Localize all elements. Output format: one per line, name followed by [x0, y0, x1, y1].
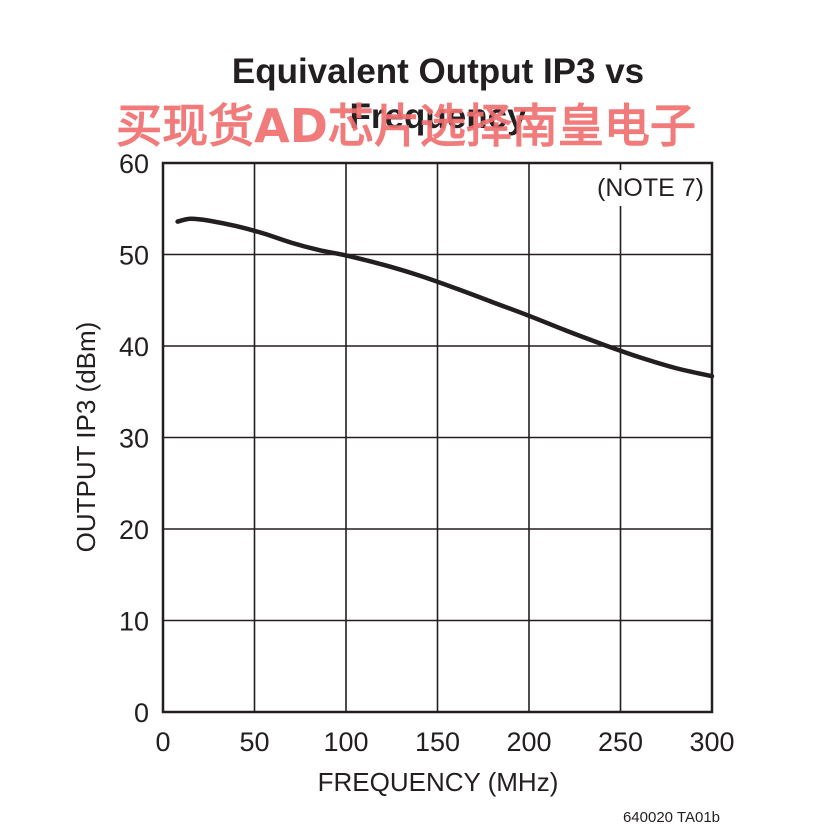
y-tick-label: 60	[119, 149, 149, 179]
y-tick-label: 40	[119, 332, 149, 362]
x-tick-label: 0	[155, 727, 170, 757]
annotation-note: (NOTE 7)	[597, 174, 704, 202]
x-tick-label: 300	[689, 727, 734, 757]
x-axis-ticks: 0 50 100 150 200 250 300	[155, 727, 734, 757]
y-tick-label: 50	[119, 241, 149, 271]
chart-title-line-1: Equivalent Output IP3 vs	[232, 52, 644, 91]
y-axis-ticks: 0 10 20 30 40 50 60	[119, 149, 149, 728]
plot-frame	[161, 161, 714, 714]
x-tick-label: 150	[415, 727, 460, 757]
x-axis-label: FREQUENCY (MHz)	[318, 767, 559, 797]
y-tick-label: 10	[119, 607, 149, 637]
y-tick-label: 30	[119, 424, 149, 454]
annotation-background	[595, 170, 709, 206]
series-line	[175, 216, 715, 379]
y-axis-label: OUTPUT IP3 (dBm)	[71, 322, 101, 553]
x-tick-label: 50	[239, 727, 269, 757]
x-tick-label: 200	[506, 727, 551, 757]
chart-title-line-2: Frequency	[350, 97, 528, 136]
y-tick-label: 20	[119, 515, 149, 545]
watermark-text: 买现货AD芯片选择南皇电子	[116, 99, 696, 153]
y-tick-label: 0	[134, 698, 149, 728]
figure-id: 640020 TA01b	[623, 809, 720, 826]
x-tick-label: 250	[598, 727, 643, 757]
grid	[163, 163, 712, 712]
x-tick-label: 100	[323, 727, 368, 757]
